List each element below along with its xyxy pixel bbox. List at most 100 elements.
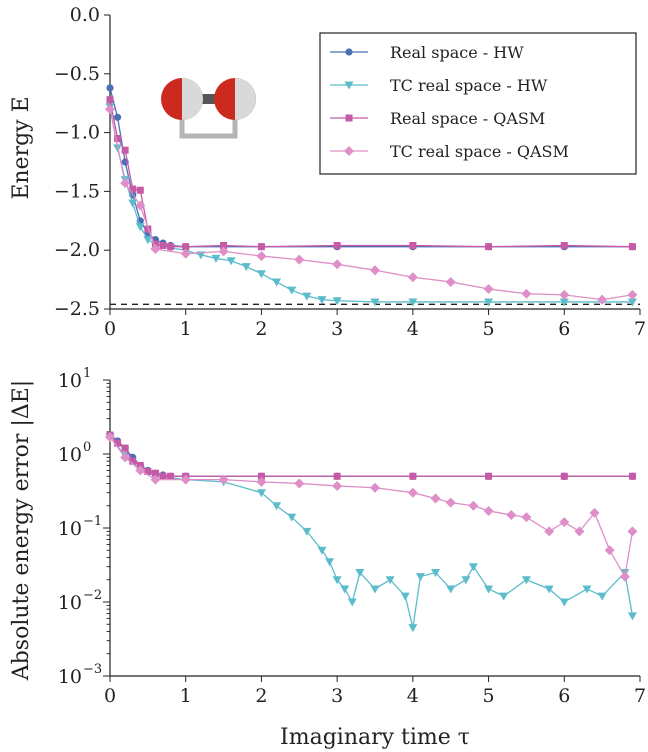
data-point: [521, 288, 532, 299]
data-point: [150, 244, 161, 255]
data-point: [370, 585, 380, 594]
series-3: [105, 431, 638, 582]
series-2: [106, 431, 636, 480]
x-tick-label: 7: [634, 318, 646, 340]
data-point: [114, 134, 122, 142]
data-point: [257, 243, 265, 251]
data-point: [121, 146, 129, 154]
y-tick-label: −1.5: [54, 180, 100, 202]
data-point: [468, 563, 478, 572]
x-tick-label: 3: [331, 685, 343, 707]
data-point: [415, 573, 425, 582]
data-point: [340, 585, 350, 594]
data-point: [597, 294, 608, 305]
data-point: [218, 246, 229, 257]
legend-entry: TC real space - HW: [330, 76, 548, 95]
data-point: [294, 478, 305, 489]
data-point: [180, 248, 191, 259]
data-point: [385, 576, 395, 585]
data-point: [483, 284, 494, 295]
data-point: [129, 457, 137, 465]
legend-box: [319, 32, 637, 175]
data-point: [589, 507, 600, 518]
data-point: [257, 472, 265, 480]
y-tick-label: 10: [58, 444, 82, 466]
data-point: [370, 265, 380, 276]
x-tick-label: 5: [483, 318, 495, 340]
data-point: [136, 186, 144, 194]
data-point: [272, 278, 282, 287]
y-tick-label: 10: [58, 518, 82, 540]
data-point: [521, 576, 531, 585]
legend-marker: [344, 146, 354, 156]
series-1: [105, 433, 637, 633]
x-tick-label: 5: [483, 685, 495, 707]
data-point: [483, 505, 494, 516]
energy-panel: Energy E 0 1 2 3 4 5 6 7 0.0 −0.5 −1.0 −1.5 −2.0 −2.5: [9, 4, 646, 340]
data-point: [241, 263, 251, 272]
data-point: [294, 254, 305, 265]
data-point: [408, 624, 418, 633]
y-tick-label: 10: [58, 370, 82, 392]
data-point: [325, 558, 335, 567]
data-point: [604, 545, 615, 556]
data-point: [159, 241, 167, 249]
data-point: [544, 585, 554, 594]
data-point: [544, 526, 555, 537]
data-point: [574, 526, 585, 537]
x-tick-label: 2: [255, 318, 267, 340]
legend-entry: Real space - HW: [330, 43, 524, 62]
data-point: [627, 526, 638, 537]
data-point: [128, 199, 138, 208]
data-point: [627, 298, 637, 307]
data-point: [409, 241, 417, 249]
x-tick-label: 6: [558, 318, 570, 340]
data-point: [167, 472, 175, 480]
legend-marker: [345, 114, 353, 122]
data-point: [151, 469, 159, 477]
data-point: [332, 480, 343, 491]
data-point: [159, 472, 167, 480]
data-point: [114, 439, 122, 447]
data-point: [559, 298, 569, 307]
data-point: [302, 292, 312, 301]
y-tick-exponent: 1: [83, 366, 91, 381]
h2-molecule-icon: [161, 78, 256, 139]
legend-label: TC real space - QASM: [390, 142, 569, 161]
data-point: [129, 185, 137, 193]
data-point: [220, 241, 228, 249]
data-point: [560, 472, 568, 480]
data-point: [256, 270, 266, 279]
data-point: [582, 585, 592, 594]
y-tick-label: −0.5: [54, 63, 100, 85]
data-point: [302, 527, 312, 536]
energy-axis-title: Energy E: [9, 96, 34, 199]
data-point: [559, 517, 570, 528]
series-line: [109, 434, 633, 477]
series-1: [105, 103, 637, 307]
data-point: [135, 200, 146, 211]
data-point: [370, 482, 380, 493]
legend-label: TC real space - HW: [390, 76, 548, 95]
data-point: [135, 223, 145, 232]
error-axis-title: Absolute energy error |ΔE|: [9, 380, 34, 681]
data-point: [484, 585, 494, 594]
data-point: [619, 571, 630, 582]
data-point: [627, 289, 638, 300]
data-point: [113, 113, 122, 121]
legend-entry: Real space - QASM: [330, 109, 545, 128]
time-axis-title: Imaginary time τ: [280, 725, 470, 750]
y-tick-exponent: −1: [83, 514, 102, 529]
data-point: [135, 465, 146, 476]
data-point: [628, 472, 636, 480]
series-3: [105, 104, 638, 305]
y-tick-label: 10: [58, 592, 82, 614]
data-point: [484, 298, 494, 307]
data-point: [226, 257, 236, 266]
series-line: [109, 434, 633, 477]
data-point: [506, 509, 517, 520]
data-point: [332, 259, 343, 270]
data-point: [256, 489, 266, 498]
data-point: [431, 569, 441, 578]
